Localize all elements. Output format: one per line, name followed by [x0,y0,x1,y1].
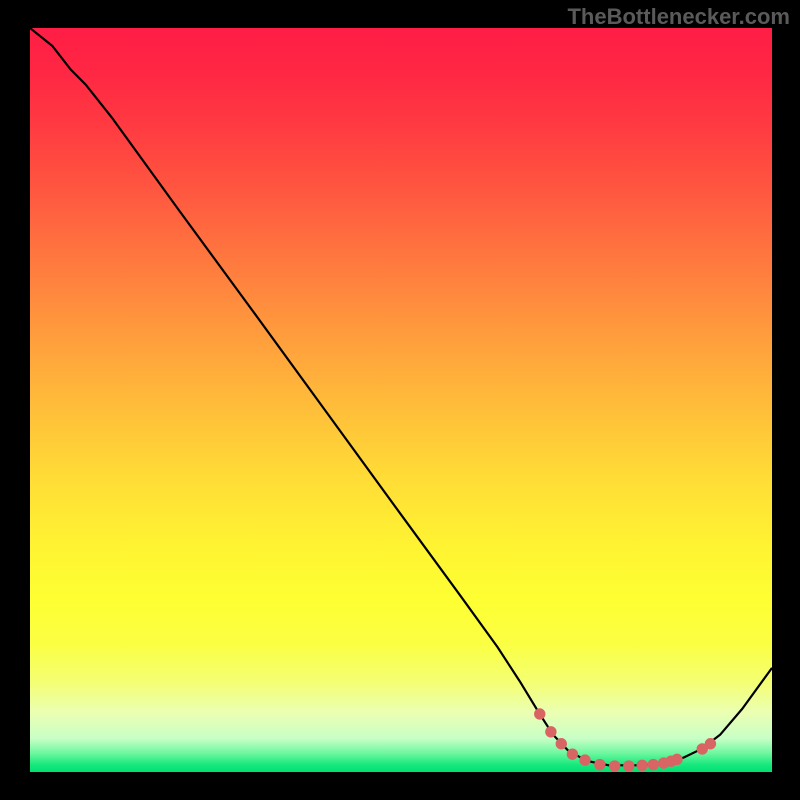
bottleneck-curve [30,28,772,765]
highlight-marker [567,749,577,759]
plot-area [30,28,772,772]
highlight-marker [624,761,634,771]
highlight-marker [556,739,566,749]
attribution-text: TheBottlenecker.com [567,4,790,30]
highlight-marker [637,760,647,770]
highlight-marker [595,759,605,769]
chart-overlay [30,28,772,772]
highlight-marker [546,727,556,737]
chart-container: TheBottlenecker.com [0,0,800,800]
highlight-marker [705,739,715,749]
highlight-marker [610,761,620,771]
highlight-marker [648,759,658,769]
highlight-markers [535,709,716,771]
highlight-marker [672,754,682,764]
highlight-marker [535,709,545,719]
highlight-marker [580,755,590,765]
